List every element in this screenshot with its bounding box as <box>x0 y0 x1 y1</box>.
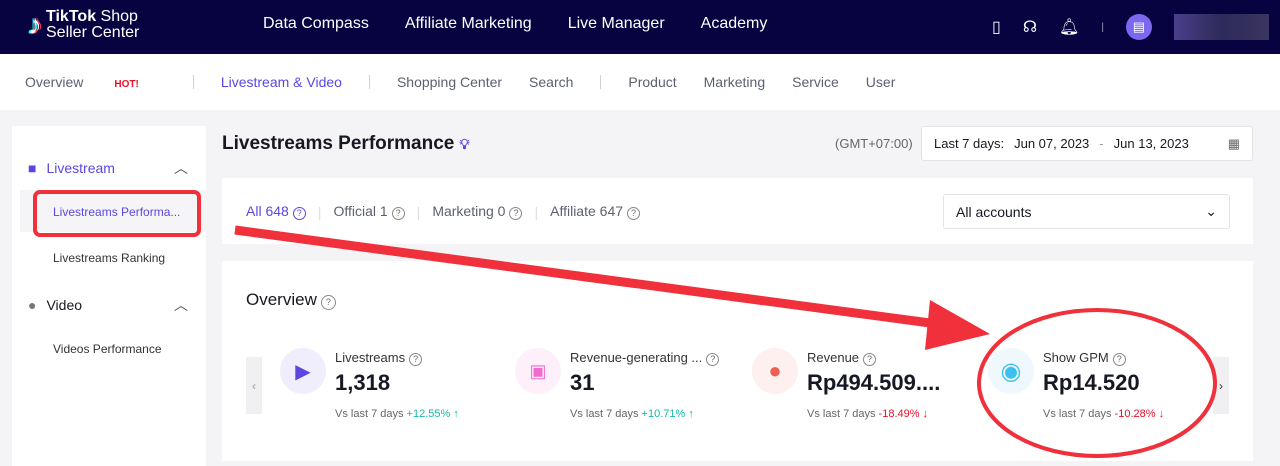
video-camera-icon: ■ <box>28 160 37 176</box>
help-icon: ? <box>627 207 641 220</box>
chevron-down-icon: ⌄ <box>1205 203 1217 219</box>
tab-marketing[interactable]: Marketing 0? <box>432 203 523 220</box>
help-icon: ? <box>409 353 423 366</box>
eye-icon: ◉ <box>1000 357 1022 385</box>
nav-live-manager[interactable]: Live Manager <box>567 15 665 32</box>
chevron-up-icon: ︿ <box>174 160 188 176</box>
avatar[interactable]: ▤ <box>1125 14 1152 40</box>
overview-card: Overview? ‹ › ▶ Livestreams? 1,318 Vs la… <box>222 261 1253 461</box>
top-bar: ♪ TikTok Shop Seller Center Data Compass … <box>0 0 1280 54</box>
sidebar-item-livestreams-ranking[interactable]: Livestreams Ranking <box>53 251 166 265</box>
calendar-icon: ▦ <box>1227 135 1240 151</box>
help-icon: ? <box>320 295 336 310</box>
subnav-product[interactable]: Product <box>628 74 677 90</box>
logo-text: Shop <box>96 8 138 25</box>
subnav-overview[interactable]: Overview HOT! <box>25 74 139 90</box>
nav-academy[interactable]: Academy <box>700 15 768 32</box>
scroll-left-button[interactable]: ‹ <box>246 357 262 414</box>
subnav-user[interactable]: User <box>865 74 896 90</box>
logo-subtext: Seller Center <box>46 24 140 41</box>
tv-icon: ▶ <box>295 360 311 383</box>
subnav-service[interactable]: Service <box>792 74 839 90</box>
chevron-up-icon: ︿ <box>174 297 188 313</box>
logo[interactable]: ♪ TikTok Shop Seller Center <box>28 9 139 41</box>
overview-title: Overview? <box>246 290 336 310</box>
scroll-right-button[interactable]: › <box>1213 357 1229 414</box>
sidebar-section-video[interactable]: ● Video ︿ <box>28 297 188 313</box>
timezone: (GMT+07:00) <box>835 136 913 151</box>
play-circle-icon: ● <box>28 297 37 313</box>
subnav-search[interactable]: Search <box>529 74 574 90</box>
filter-card: All 648? | Official 1? | Marketing 0? | … <box>222 178 1253 244</box>
sub-nav: Overview HOT! Livestream & Video Shopping… <box>0 54 1280 110</box>
coin-icon: ● <box>768 358 782 383</box>
bell-icon[interactable]: 🔔︎ <box>1059 19 1080 36</box>
tab-affiliate[interactable]: Affiliate 647? <box>550 203 641 220</box>
help-icon: ? <box>863 353 877 366</box>
help-icon: ? <box>1112 353 1126 366</box>
account-name-redacted[interactable] <box>1173 14 1269 40</box>
sidebar-section-livestream[interactable]: ■ Livestream ︿ <box>28 160 188 176</box>
mobile-icon[interactable]: ▯ <box>992 19 1001 36</box>
chart-screen-icon: ▣ <box>529 360 547 381</box>
subnav-shopping-center[interactable]: Shopping Center <box>396 74 503 90</box>
lightbulb-icon[interactable]: 💡︎ <box>459 136 470 152</box>
tiktok-logo-icon: ♪ <box>28 9 42 40</box>
nav-affiliate-marketing[interactable]: Affiliate Marketing <box>404 15 532 32</box>
help-icon: ? <box>391 207 405 220</box>
sidebar-item-livestreams-performance[interactable]: Livestreams Performa... <box>53 205 181 219</box>
date-range-picker[interactable]: Last 7 days: Jun 07, 2023- Jun 13, 2023 ▦ <box>921 126 1253 161</box>
arrow-down-icon: ↓ <box>1155 408 1165 420</box>
arrow-down-icon: ↓ <box>919 408 929 420</box>
sidebar: ■ Livestream ︿ Livestreams Performa... Liv… <box>12 126 206 466</box>
subnav-livestream-video[interactable]: Livestream & Video <box>220 74 342 90</box>
page-title: Livestreams Performance 💡︎ <box>222 133 470 154</box>
headset-icon[interactable]: ☊ <box>1022 19 1038 36</box>
arrow-up-icon: ↑ <box>685 408 694 420</box>
nav-data-compass[interactable]: Data Compass <box>263 15 369 32</box>
help-icon: ? <box>509 207 523 220</box>
tab-all[interactable]: All 648? <box>246 203 306 220</box>
sidebar-item-videos-performance[interactable]: Videos Performance <box>53 342 162 356</box>
arrow-up-icon: ↑ <box>450 408 459 420</box>
account-select[interactable]: All accounts ⌄ <box>943 194 1230 229</box>
hot-badge: HOT! <box>114 79 139 90</box>
help-icon: ? <box>292 207 306 220</box>
help-icon: ? <box>706 353 720 366</box>
divider: | <box>1101 21 1104 33</box>
tab-official[interactable]: Official 1? <box>333 203 405 220</box>
subnav-marketing[interactable]: Marketing <box>703 74 766 90</box>
logo-text: TikTok <box>46 8 97 25</box>
